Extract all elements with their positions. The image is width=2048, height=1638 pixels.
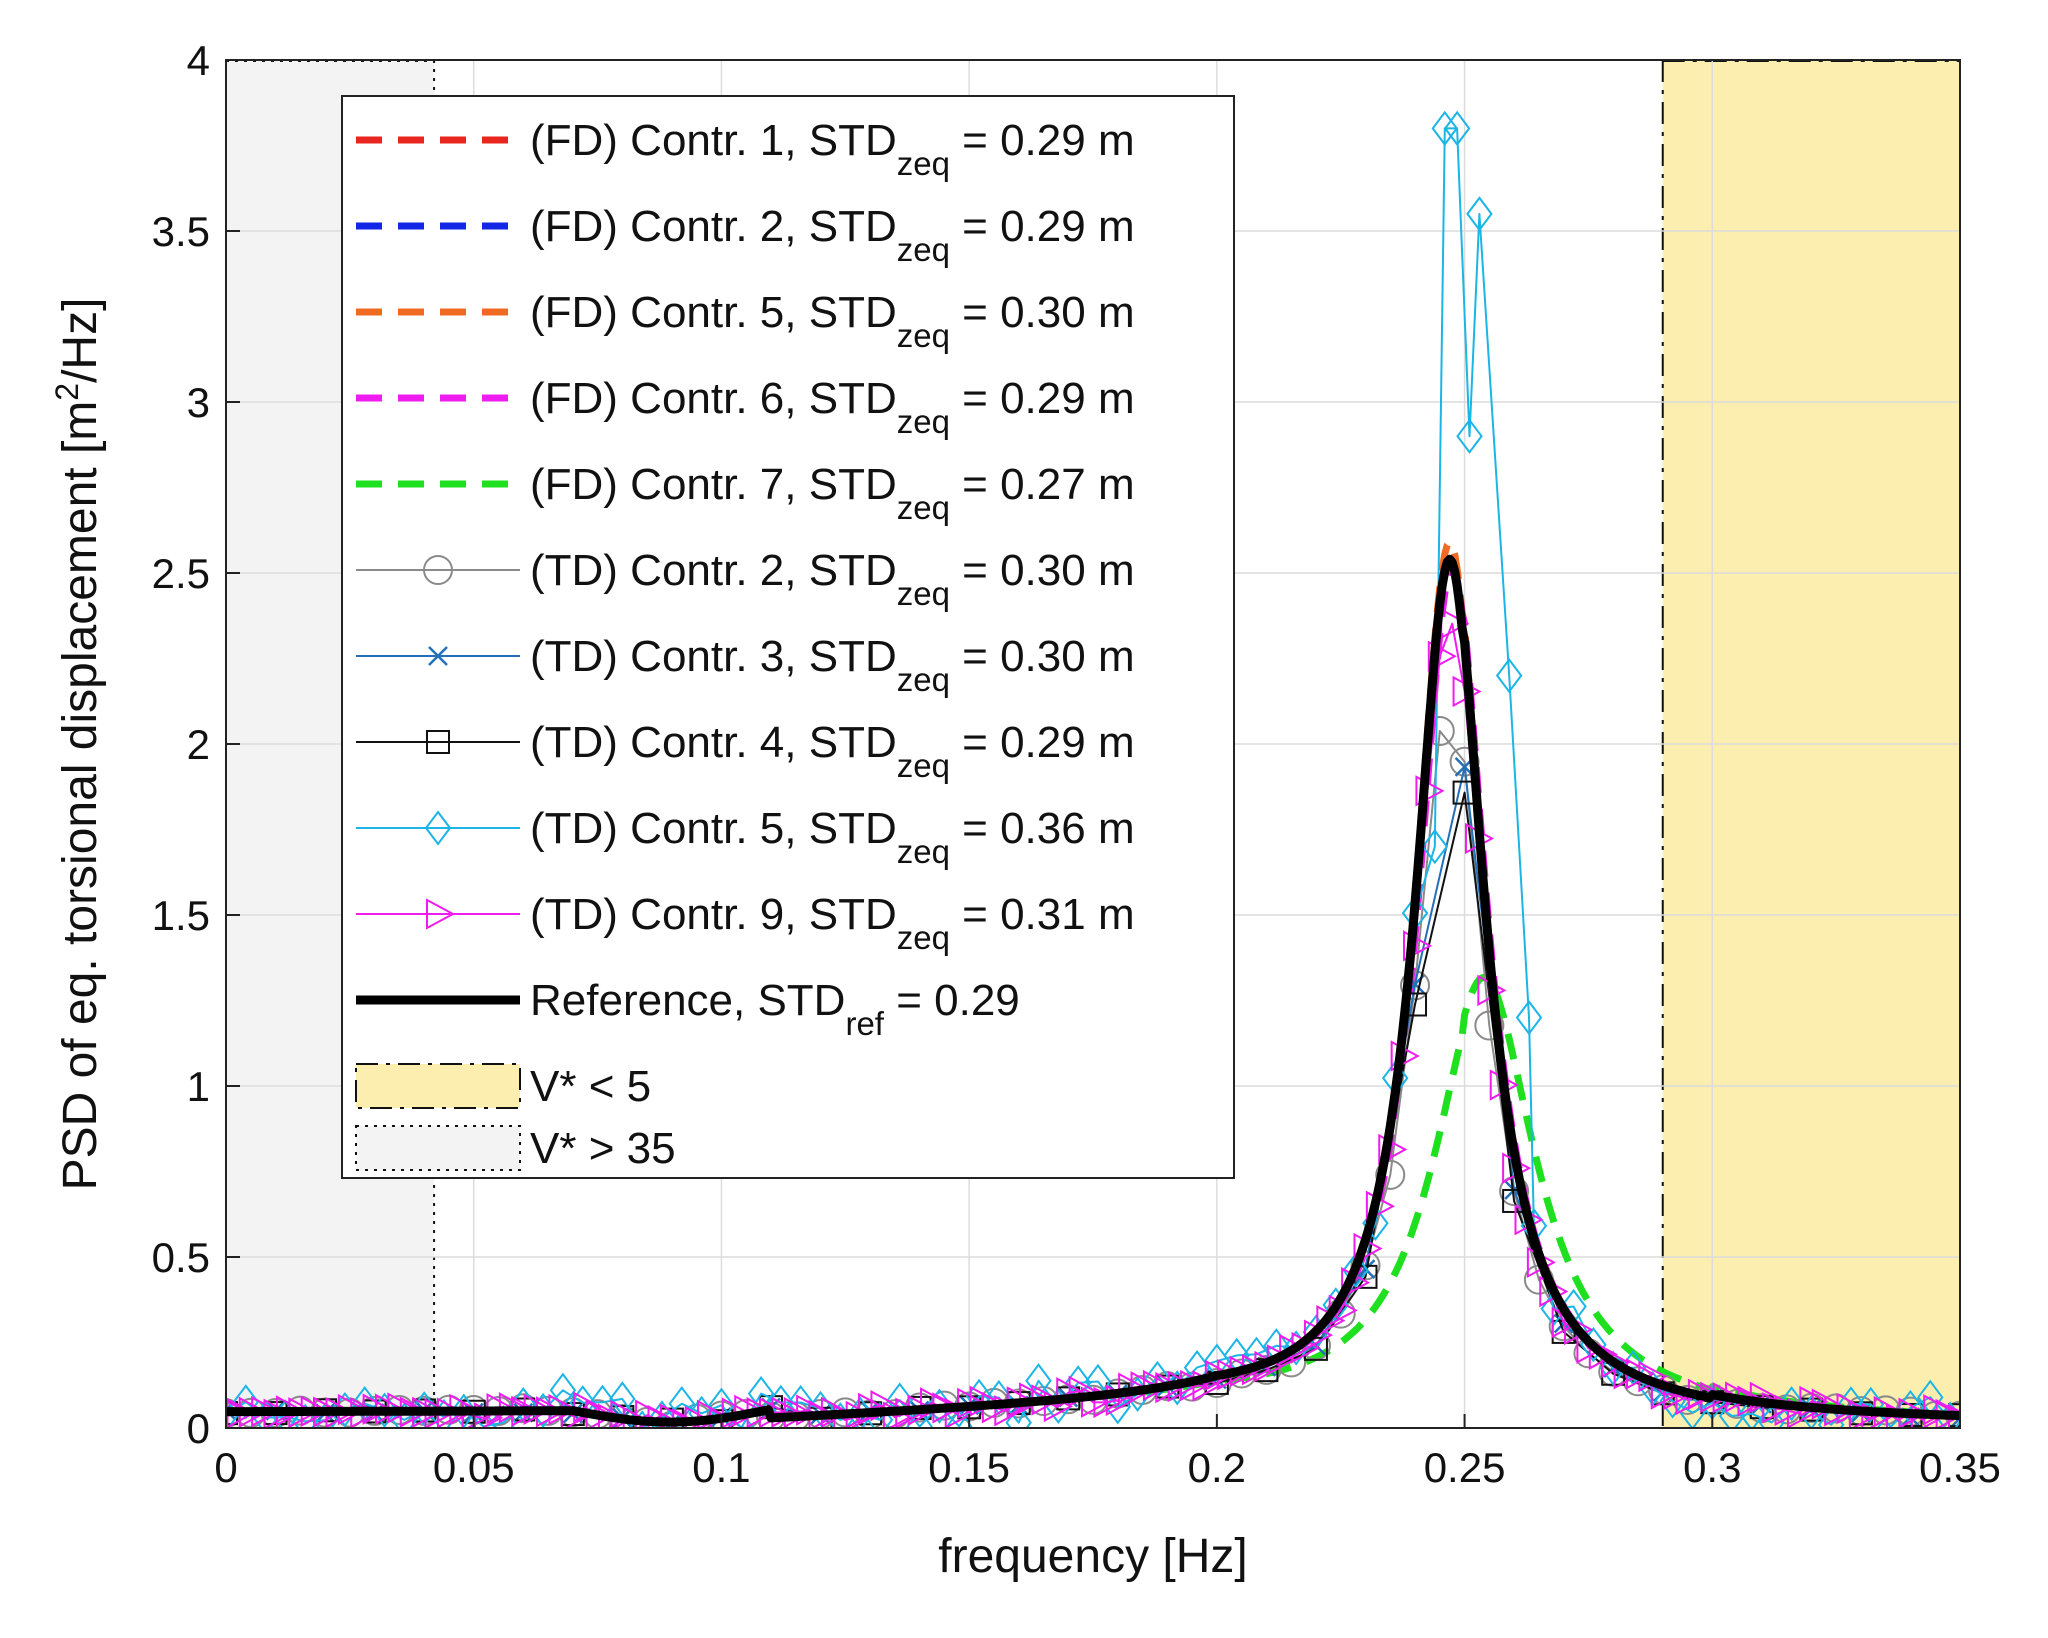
legend-label-6: (TD) Contr. 3, STDzeq = 0.30 m xyxy=(530,632,1135,698)
series-8-marker xyxy=(727,1410,755,1428)
x-axis-label: frequency [Hz] xyxy=(938,1530,1247,1583)
x-tick-label: 0.1 xyxy=(692,1444,750,1491)
x-tick-label: 0.15 xyxy=(928,1444,1010,1491)
legend-region-label-1: V* > 35 xyxy=(530,1124,676,1173)
legend-marker-7 xyxy=(426,730,450,754)
series-line-4 xyxy=(226,973,1960,1426)
series-9-marker xyxy=(1378,1133,1408,1166)
series-8-marker xyxy=(1495,657,1523,694)
x-tick-label: 0.3 xyxy=(1683,1444,1741,1491)
series-5-marker xyxy=(1474,1010,1505,1041)
series-5-marker xyxy=(1400,970,1431,1001)
legend-marker-9 xyxy=(426,898,456,930)
y-tick-label: 1.5 xyxy=(152,892,210,939)
legend-label-10: Reference, STDref = 0.29 xyxy=(530,976,1020,1042)
series-8-marker xyxy=(1897,1389,1924,1426)
y-tick-label: 3.5 xyxy=(152,208,210,255)
series-9-marker xyxy=(1403,930,1433,962)
legend-marker-6 xyxy=(428,646,448,666)
legend-label-2: (FD) Contr. 5, STDzeq = 0.30 m xyxy=(530,288,1135,354)
x-tick-label: 0.25 xyxy=(1424,1444,1506,1491)
y-tick-label: 2 xyxy=(187,721,210,768)
x-axis-ticks: 0 0.05 0.1 0.15 0.2 0.25 0.3 0.35 xyxy=(214,1414,2001,1491)
series-8-marker xyxy=(1342,1252,1369,1288)
y-tick-label: 2.5 xyxy=(152,550,210,597)
legend-label-1: (FD) Contr. 2, STDzeq = 0.29 m xyxy=(530,202,1135,268)
series-line-10 xyxy=(226,554,1960,1427)
legend-marker-8 xyxy=(424,810,452,846)
legend-label-5: (TD) Contr. 2, STDzeq = 0.30 m xyxy=(530,546,1135,612)
legend-region-1 xyxy=(355,1125,521,1171)
legend-label-3: (FD) Contr. 6, STDzeq = 0.29 m xyxy=(530,374,1135,440)
series-8-marker xyxy=(1431,110,1458,147)
legend: (FD) Contr. 1, STDzeq = 0.29 m (FD) Contr… xyxy=(341,95,1235,1179)
series-9-marker xyxy=(1427,640,1457,672)
legend-label-7: (TD) Contr. 4, STDzeq = 0.29 m xyxy=(530,718,1135,784)
series-8-marker xyxy=(1515,999,1543,1036)
series-5-marker xyxy=(1449,746,1480,777)
series-5-marker xyxy=(1375,1159,1406,1190)
legend-label-8: (TD) Contr. 5, STDzeq = 0.36 m xyxy=(530,804,1135,870)
series-9-marker xyxy=(1948,1404,1960,1428)
series-8-marker xyxy=(1817,1407,1845,1428)
legend-region-0 xyxy=(355,1063,521,1109)
y-axis-label: PSD of eq. torsional displacement [m2/Hz… xyxy=(49,298,107,1191)
y-tick-label: 3 xyxy=(187,379,210,426)
legend-label-4: (FD) Contr. 7, STDzeq = 0.27 m xyxy=(530,460,1135,526)
x-tick-label: 0.2 xyxy=(1188,1444,1246,1491)
y-tick-label: 1 xyxy=(187,1063,210,1110)
y-tick-label: 0.5 xyxy=(152,1234,210,1281)
series-8-marker xyxy=(1456,418,1483,454)
x-tick-label: 0.35 xyxy=(1919,1444,2001,1491)
legend-label-0: (FD) Contr. 1, STDzeq = 0.29 m xyxy=(530,116,1135,182)
y-tick-label: 0 xyxy=(187,1405,210,1452)
y-tick-label: 4 xyxy=(187,37,210,84)
series-8-marker xyxy=(1144,1360,1171,1397)
series-8-marker xyxy=(1466,196,1493,232)
legend-marker-5 xyxy=(423,555,453,585)
series-8-marker xyxy=(1718,1398,1746,1428)
series-group xyxy=(226,110,1960,1428)
series-8-marker xyxy=(1421,828,1449,865)
series-8-marker xyxy=(1443,110,1471,147)
series-8-marker xyxy=(906,1408,933,1428)
x-tick-label: 0 xyxy=(214,1444,237,1491)
series-8-marker xyxy=(1738,1396,1766,1428)
x-tick-label: 0.05 xyxy=(433,1444,515,1491)
y-axis-ticks: 0 0.5 1 1.5 2 2.5 3 3.5 4 xyxy=(152,37,240,1452)
series-9-marker xyxy=(1415,775,1445,807)
series-8-marker xyxy=(648,1400,676,1428)
series-8-marker xyxy=(945,1408,973,1428)
legend-region-label-0: V* < 5 xyxy=(530,1062,651,1111)
legend-label-9: (TD) Contr. 9, STDzeq = 0.31 m xyxy=(530,890,1135,956)
